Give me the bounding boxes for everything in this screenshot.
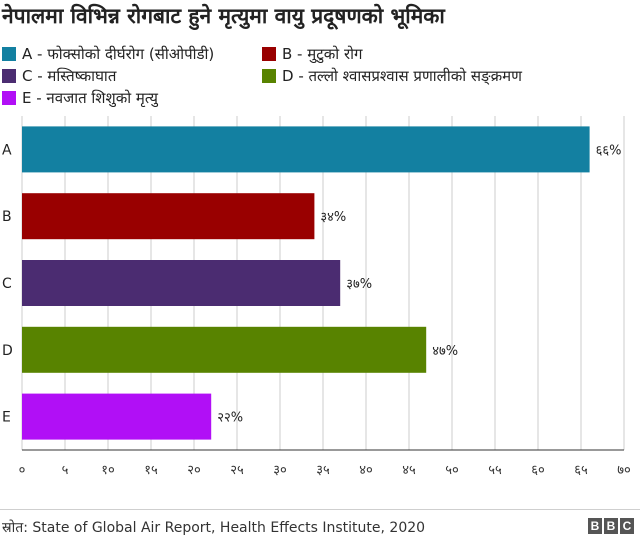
x-tick-label: ७० [617, 463, 631, 478]
legend-item-a: A - फोक्सोको दीर्घरोग (सीओपीडी) [2, 44, 214, 64]
x-tick-label: ५० [445, 463, 459, 478]
legend-swatch-d [262, 69, 276, 83]
legend-label-b: B - मुटुको रोग [282, 45, 363, 63]
x-tick-label: ६० [531, 463, 545, 478]
bbc-logo-letter: B [588, 518, 602, 534]
legend-item-e: E - नवजात शिशुको मृत्यु [2, 88, 158, 108]
x-tick-label: ५ [62, 463, 69, 478]
x-tick-label: ० [19, 463, 26, 478]
bar-a [22, 126, 590, 173]
bar-e [22, 393, 212, 440]
x-tick-label: ४५ [402, 463, 416, 478]
category-label-a: A [2, 142, 12, 158]
legend-swatch-e [2, 91, 16, 105]
footer: स्रोत: State of Global Air Report, Healt… [0, 509, 640, 544]
legend-swatch-b [262, 47, 276, 61]
bar-c [22, 260, 341, 306]
x-tick-label: २५ [230, 463, 244, 478]
value-label-e: २२% [217, 411, 243, 426]
bbc-logo-letter: B [604, 518, 618, 534]
legend-item-b: B - मुटुको रोग [262, 44, 362, 64]
value-label-c: ३७% [346, 277, 372, 292]
category-label-b: B [2, 209, 12, 225]
x-tick-label: २० [187, 463, 201, 478]
x-tick-label: ५५ [488, 463, 502, 478]
x-tick-label: ३५ [316, 463, 330, 478]
source-note: स्रोत: State of Global Air Report, Healt… [2, 520, 426, 536]
category-label-e: E [2, 410, 11, 426]
category-label-d: D [2, 343, 13, 359]
category-label-c: C [2, 276, 12, 292]
legend-item-d: D - तल्लो श्वासप्रश्वास प्रणालीको सङ्क्र… [262, 66, 522, 86]
x-tick-label: ३० [273, 463, 287, 478]
x-tick-label: १० [101, 463, 115, 478]
x-tick-label: ४० [359, 463, 373, 478]
legend-label-c: C - मस्तिष्काघात [22, 67, 117, 85]
value-label-b: ३४% [320, 210, 346, 225]
legend-label-d: D - तल्लो श्वासप्रश्वास प्रणालीको सङ्क्र… [282, 67, 522, 85]
value-label-a: ६६% [596, 143, 622, 158]
legend-label-a: A - फोक्सोको दीर्घरोग (सीओपीडी) [22, 45, 215, 63]
legend-label-e: E - नवजात शिशुको मृत्यु [22, 89, 158, 107]
legend: A - फोक्सोको दीर्घरोग (सीओपीडी) B - मुटु… [2, 40, 638, 110]
bar-d [22, 326, 427, 373]
x-tick-label: ६५ [574, 463, 588, 478]
value-label-d: ४७% [432, 344, 458, 359]
bbc-logo: B B C [588, 518, 634, 534]
legend-item-c: C - मस्तिष्काघात [2, 66, 116, 86]
x-tick-label: १५ [144, 463, 158, 478]
legend-swatch-c [2, 69, 16, 83]
legend-swatch-a [2, 47, 16, 61]
chart-title: नेपालमा विभिन्न रोगबाट हुने मृत्युमा वाय… [2, 4, 445, 28]
bar-b [22, 193, 315, 240]
bbc-logo-letter: C [620, 518, 634, 534]
bar-chart: A ६६% B ३४% C ३७% D ४७% E २२% ० ५ १० १५ २० २५ ३० ३५ ४० ४५ ५०… [2, 116, 631, 478]
